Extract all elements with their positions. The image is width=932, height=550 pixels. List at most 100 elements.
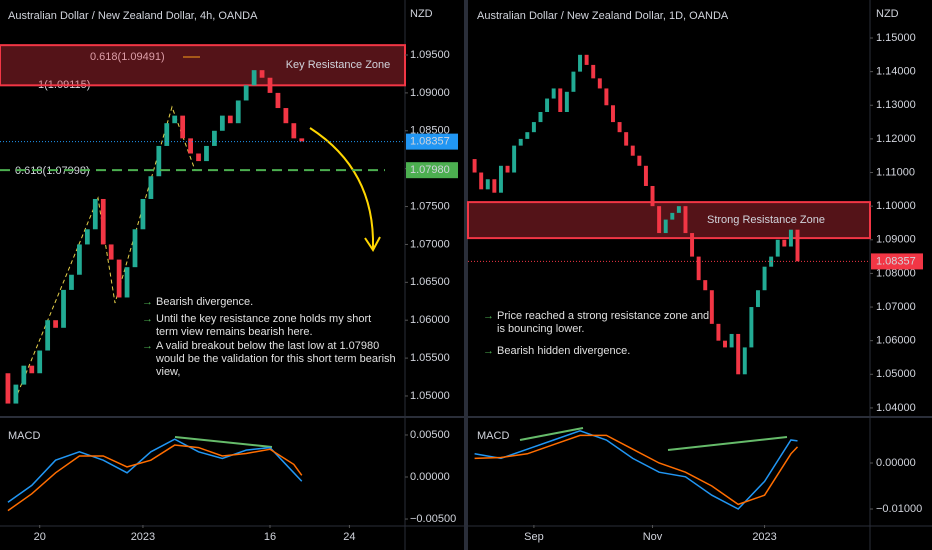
candle (132, 229, 138, 268)
y-tick-label: 1.11000 (876, 166, 915, 178)
candle (663, 219, 668, 234)
y-tick-label: 1.04000 (876, 402, 916, 414)
candle (788, 229, 793, 247)
candle (551, 88, 556, 99)
candle (259, 70, 265, 78)
candle (512, 145, 517, 173)
candle (538, 111, 543, 123)
candle (597, 78, 602, 89)
currency: NZD (410, 8, 433, 20)
macd-tick-label: −0.00500 (410, 513, 456, 525)
macd-line (7, 444, 303, 512)
candle (172, 115, 178, 124)
candle (37, 350, 43, 374)
y-tick-label: 1.13000 (876, 99, 916, 111)
candle (558, 88, 563, 112)
y-tick-label: 1.08000 (876, 267, 916, 279)
y-tick-label: 1.12000 (876, 133, 916, 145)
macd-line (7, 438, 303, 503)
divergence-line (174, 436, 273, 448)
candle (148, 176, 154, 199)
candle (643, 165, 648, 186)
candle (696, 256, 701, 281)
projection-arrow (309, 127, 375, 249)
candle (762, 266, 767, 291)
last-price-label: 1.08357 (410, 136, 450, 148)
candle (584, 54, 589, 65)
divergence-line (667, 436, 788, 451)
y-tick-label: 1.10000 (876, 200, 916, 212)
x-tick-label: Nov (643, 531, 663, 543)
x-tick-label: 2023 (131, 531, 155, 543)
candle (604, 88, 609, 106)
fib-label: 0.618(1.09491) (90, 51, 165, 63)
last-price-label: 1.08357 (876, 255, 916, 267)
candle (140, 198, 146, 230)
divergence-zigzag (14, 105, 196, 401)
candle (505, 165, 510, 173)
candle (749, 307, 754, 348)
candle (690, 233, 695, 257)
candle (709, 290, 714, 324)
candle (472, 159, 477, 173)
candle (108, 244, 114, 260)
candle (92, 198, 98, 230)
y-tick-label: 1.07000 (876, 301, 916, 313)
candle (498, 165, 503, 193)
candle (227, 115, 233, 124)
candle (251, 70, 257, 86)
last-price-badge (406, 133, 458, 150)
candle (485, 179, 490, 190)
note: Bearish hidden divergence. (483, 345, 712, 358)
level-badge-label: 1.07980 (410, 164, 450, 176)
level-badge (406, 162, 458, 179)
macd-tick-label: 0.00500 (410, 429, 450, 441)
x-tick-label: 24 (343, 531, 355, 543)
y-tick-label: 1.07000 (410, 238, 450, 250)
candle (683, 206, 688, 234)
candle (630, 145, 635, 156)
candle (657, 206, 662, 234)
y-tick-label: 1.09000 (410, 87, 450, 99)
candle (243, 85, 249, 101)
candle (736, 333, 741, 375)
candle (188, 138, 193, 154)
candle (670, 212, 675, 220)
candle (755, 290, 760, 308)
candle (69, 274, 74, 290)
macd-tick-label: 0.00000 (876, 457, 916, 469)
y-tick-label: 1.07500 (410, 200, 450, 212)
chart-title: Australian Dollar / New Zealand Dollar, … (477, 10, 729, 22)
candle (235, 100, 241, 124)
macd-line (474, 429, 798, 510)
candle (116, 259, 122, 298)
candle (525, 132, 530, 139)
note: A valid breakout below the last low at 1… (142, 340, 396, 379)
candle (650, 185, 655, 207)
note: Price reached a strong resistance zone a… (483, 310, 712, 336)
y-tick-label: 1.05500 (410, 352, 450, 364)
note: Bearish divergence. (142, 296, 396, 309)
panel-divider (464, 0, 468, 550)
candle (156, 145, 162, 177)
candle (716, 323, 721, 341)
candle (775, 239, 780, 257)
candle (531, 122, 536, 133)
x-tick-label: 20 (34, 531, 46, 543)
x-tick-label: Sep (524, 531, 544, 543)
candle (84, 229, 90, 245)
candle (267, 77, 273, 93)
candle (53, 320, 58, 328)
candle (795, 229, 800, 262)
candle (479, 172, 484, 190)
y-tick-label: 1.06500 (410, 276, 450, 288)
candle (545, 98, 550, 112)
candle (617, 122, 622, 133)
candle (299, 138, 305, 142)
candle (61, 289, 66, 328)
candle (624, 132, 629, 146)
note: Until the key resistance zone holds my s… (142, 313, 396, 339)
y-tick-label: 1.06000 (410, 314, 450, 326)
